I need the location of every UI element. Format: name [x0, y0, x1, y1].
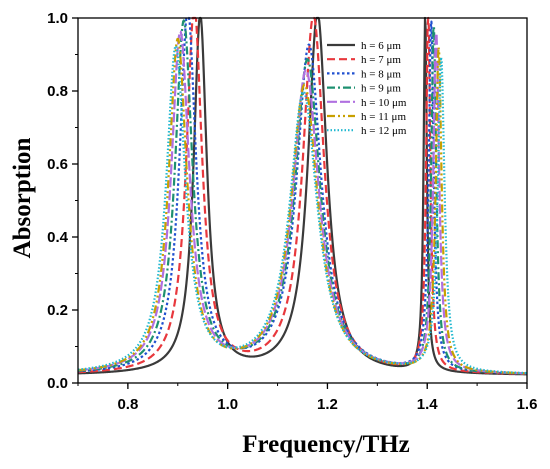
- legend-label: h = 9 μm: [361, 83, 401, 95]
- legend: h = 6 μm h = 7 μm h = 8 μm h = 9 μm h = 10 μ…: [327, 40, 407, 137]
- series-line-4: [77, 19, 528, 375]
- x-tick-label: 1.0: [217, 396, 238, 413]
- legend-label: h = 6 μm: [361, 40, 401, 52]
- series-line-7: [77, 45, 528, 375]
- y-tick-label: 0.2: [47, 302, 68, 319]
- x-axis-title: Frequency/THz: [242, 431, 410, 458]
- series-line-2: [77, 16, 528, 375]
- legend-label: h = 7 μm: [361, 54, 401, 66]
- x-tick-label: 1.2: [317, 396, 338, 413]
- legend-label: h = 12 μm: [361, 125, 407, 137]
- x-tick-label: 1.4: [417, 396, 439, 413]
- series-line-3: [77, 16, 528, 375]
- axis-ticks: 0.8 1.0 1.2 1.4 1.6 0.0 0.2 0.4 0.6 0.8 1.0: [47, 10, 537, 413]
- series-line-1: [77, 16, 528, 376]
- x-tick-label: 1.6: [517, 396, 538, 413]
- legend-label: h = 10 μm: [361, 97, 407, 109]
- y-axis-title: Absorption: [9, 137, 36, 258]
- y-tick-label: 1.0: [47, 10, 68, 27]
- series-layer: [77, 16, 528, 376]
- x-tick-label: 0.8: [117, 396, 138, 413]
- series-line-5: [77, 30, 528, 375]
- legend-label: h = 11 μm: [361, 111, 406, 123]
- series-line-6: [77, 37, 528, 375]
- y-tick-label: 0.6: [47, 156, 68, 173]
- y-tick-label: 0.4: [47, 229, 69, 246]
- plot-frame: [77, 17, 528, 384]
- legend-label: h = 8 μm: [361, 68, 401, 80]
- y-tick-label: 0.8: [47, 83, 68, 100]
- y-tick-label: 0.0: [47, 375, 68, 392]
